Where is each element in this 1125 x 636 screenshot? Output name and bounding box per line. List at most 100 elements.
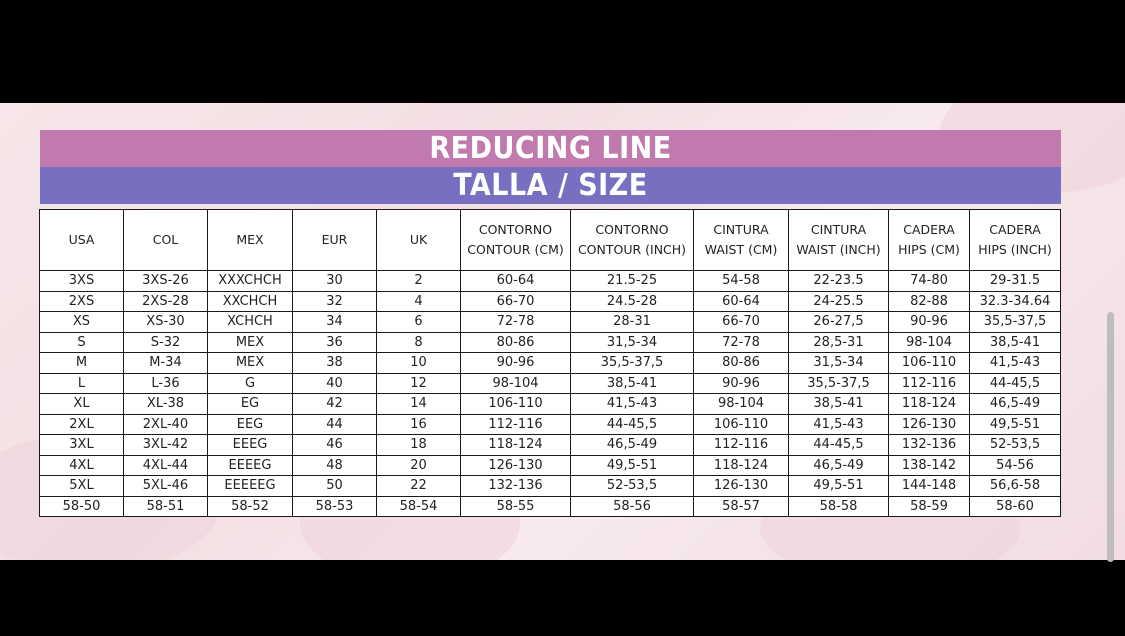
table-cell: 35,5-37,5 (788, 372, 889, 394)
table-cell: 31,5-34 (570, 331, 694, 353)
table-cell: 16 (376, 413, 461, 435)
table-row: L L-36 G 40 12 98-104 38,5-41 90-96 35,5-37,5 112… (39, 372, 1061, 394)
table-row: 5XL 5XL-46 EEEEEG 50 22 132-136 52-53,5 126-130… (39, 475, 1061, 497)
table-cell: S (39, 331, 124, 353)
column-header-line: EUR (321, 232, 348, 247)
table-cell: 3XL (39, 434, 124, 456)
table-cell: 40 (292, 372, 377, 394)
table-cell: 46,5-49 (969, 393, 1061, 415)
table-cell: 112-116 (693, 434, 789, 456)
table-row: 2XL 2XL-40 EEG 44 16 112-116 44-45,5 106-110 41,… (39, 413, 1061, 435)
table-cell: XS (39, 311, 124, 333)
table-cell: M (39, 352, 124, 374)
table-cell: 118-124 (693, 454, 789, 476)
table-cell: 58-58 (788, 495, 889, 517)
column-header-line: USA (68, 232, 95, 247)
table-cell: 41,5-43 (788, 413, 889, 435)
table-cell: 34 (292, 311, 377, 333)
table-cell: 72-78 (460, 311, 571, 333)
column-header-line: CADERA (903, 222, 955, 237)
table-cell: 2XL (39, 413, 124, 435)
table-cell: 49,5-51 (570, 454, 694, 476)
table-cell: 44-45,5 (570, 413, 694, 435)
table-cell: EEG (207, 413, 293, 435)
table-cell: 41,5-43 (969, 352, 1061, 374)
table-cell: 126-130 (888, 413, 970, 435)
table-cell: 32.3-34.64 (969, 290, 1061, 312)
column-header-line: UK (409, 232, 428, 247)
table-cell: 56,6-58 (969, 475, 1061, 497)
table-cell: 58-56 (570, 495, 694, 517)
table-cell: 58-60 (969, 495, 1061, 517)
table-row: 58-50 58-51 58-52 58-53 58-54 58-55 58-56 58-57… (39, 495, 1061, 517)
table-cell: 60-64 (460, 270, 571, 292)
column-header-line: CONTORNO (478, 222, 553, 237)
table-cell: 58-51 (123, 495, 208, 517)
table-cell: 5XL (39, 475, 124, 497)
table-cell: 52-53,5 (969, 434, 1061, 456)
title-banner: REDUCING LINE (40, 130, 1061, 167)
table-cell: 36 (292, 331, 377, 353)
table-cell: 6 (376, 311, 461, 333)
table-cell: 10 (376, 352, 461, 374)
table-cell: 18 (376, 434, 461, 456)
table-cell: 58-57 (693, 495, 789, 517)
table-cell: 58-52 (207, 495, 293, 517)
column-header: CONTORNO CONTOUR (CM) (460, 209, 571, 271)
column-header: CINTURA WAIST (INCH) (788, 209, 889, 271)
table-cell: 126-130 (693, 475, 789, 497)
table-cell: 32 (292, 290, 377, 312)
table-cell: 118-124 (888, 393, 970, 415)
scrollbar[interactable] (1107, 312, 1114, 562)
column-header-line: CONTORNO (595, 222, 669, 237)
column-header: CONTORNO CONTOUR (INCH) (570, 209, 694, 271)
table-cell: 52-53,5 (570, 475, 694, 497)
table-cell: XCHCH (207, 311, 293, 333)
table-cell: 3XL-42 (123, 434, 208, 456)
table-cell: 20 (376, 454, 461, 476)
column-header-line: MEX (236, 232, 264, 247)
table-cell: 2XS-28 (123, 290, 208, 312)
column-header: CINTURA WAIST (CM) (693, 209, 789, 271)
table-cell: 28,5-31 (788, 331, 889, 353)
table-row: S S-32 MEX 36 8 80-86 31,5-34 72-78 28,5-31 98-10… (39, 331, 1061, 353)
column-header-line: CONTOUR (INCH) (577, 242, 687, 257)
table-cell: 58-54 (376, 495, 461, 517)
table-cell: 54-58 (693, 270, 789, 292)
table-cell: 138-142 (888, 454, 970, 476)
table-cell: G (207, 372, 293, 394)
table-row: 3XL 3XL-42 EEEG 46 18 118-124 46,5-49 112-116 44… (39, 434, 1061, 456)
column-header-line: HIPS (INCH) (978, 242, 1052, 257)
table-cell: 24-25.5 (788, 290, 889, 312)
table-cell: 31,5-34 (788, 352, 889, 374)
table-cell: 106-110 (693, 413, 789, 435)
column-header-line: HIPS (CM) (898, 242, 960, 257)
table-cell: 106-110 (460, 393, 571, 415)
table-cell: 50 (292, 475, 377, 497)
table-cell: 30 (292, 270, 377, 292)
subtitle-banner: TALLA / SIZE (40, 167, 1061, 204)
table-cell: 29-31.5 (969, 270, 1061, 292)
table-cell: 42 (292, 393, 377, 415)
table-cell: 90-96 (888, 311, 970, 333)
table-cell: EEEG (207, 434, 293, 456)
table-cell: L-36 (123, 372, 208, 394)
table-cell: 4XL (39, 454, 124, 476)
table-cell: MEX (207, 331, 293, 353)
column-header: USA (39, 209, 124, 271)
table-cell: 126-130 (460, 454, 571, 476)
table-cell: 112-116 (460, 413, 571, 435)
table-cell: 38,5-41 (969, 331, 1061, 353)
table-cell: 49,5-51 (969, 413, 1061, 435)
table-cell: 21.5-25 (570, 270, 694, 292)
column-header: COL (123, 209, 208, 271)
column-header-line: WAIST (INCH) (796, 242, 881, 257)
table-cell: XL-38 (123, 393, 208, 415)
table-cell: 144-148 (888, 475, 970, 497)
table-cell: 38 (292, 352, 377, 374)
table-cell: 4XL-44 (123, 454, 208, 476)
column-header: UK (376, 209, 461, 271)
column-header-line: CONTOUR (CM) (467, 242, 564, 257)
table-cell: 54-56 (969, 454, 1061, 476)
table-cell: 106-110 (888, 352, 970, 374)
